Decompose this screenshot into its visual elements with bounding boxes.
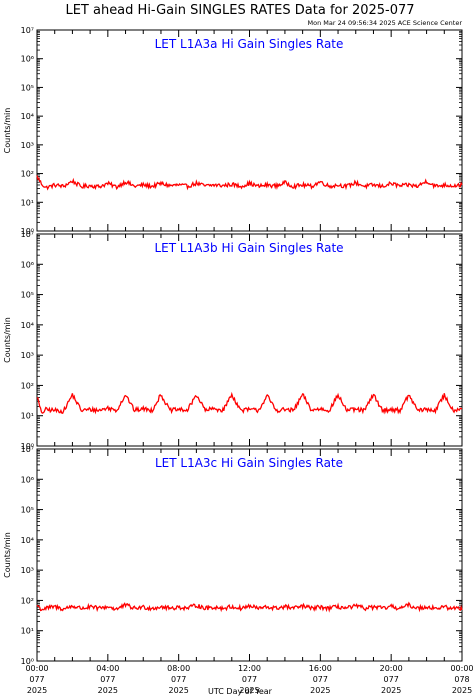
x-tick-label: 077: [100, 675, 115, 684]
y-axis-label: Counts/min: [3, 317, 12, 363]
y-axis-label: Counts/min: [3, 532, 12, 578]
series-line: [36, 391, 463, 415]
x-tick-label: 2025: [381, 686, 401, 695]
y-tick-label: 10¹: [21, 412, 34, 421]
y-tick-label: 10⁰: [21, 657, 34, 666]
y-tick-label: 10³: [21, 351, 34, 360]
x-tick-label: 08:00: [167, 664, 190, 673]
figure-title: LET ahead Hi-Gain SINGLES RATES Data for…: [65, 3, 414, 18]
x-tick-label: 2025: [239, 686, 259, 695]
x-tick-label: 04:00: [96, 664, 119, 673]
y-tick-label: 10⁴: [21, 112, 34, 121]
y-tick-label: 10²: [21, 596, 34, 605]
panel-3: LET L1A3c Hi Gain Singles Rate Counts/min…: [3, 445, 474, 695]
y-tick-label: 10⁵: [21, 291, 34, 300]
y-tick-label: 10⁴: [21, 536, 34, 545]
x-tick-label: 16:00: [309, 664, 332, 673]
y-tick-label: 10¹: [21, 198, 34, 207]
x-tick-label: 078: [454, 675, 469, 684]
panel-1: LET L1A3a Hi Gain Singles Rate Counts/min…: [3, 26, 463, 236]
y-tick-label: 10²: [21, 170, 34, 179]
x-tick-label: 077: [29, 675, 44, 684]
x-tick-label: 2025: [452, 686, 472, 695]
y-tick-label: 10⁵: [21, 506, 34, 515]
y-tick-label: 10³: [21, 566, 34, 575]
y-axis-label: Counts/min: [3, 108, 12, 154]
y-tick-label: 10⁷: [21, 445, 34, 454]
x-tick-label: 12:00: [238, 664, 261, 673]
x-tick-label: 00:00: [25, 664, 48, 673]
y-tick-label: 10²: [21, 381, 34, 390]
y-tick-label: 10⁷: [21, 26, 34, 35]
x-tick-label: 077: [384, 675, 399, 684]
x-tick-label: 077: [242, 675, 257, 684]
x-tick-label: 2025: [310, 686, 330, 695]
x-tick-label: 20:00: [380, 664, 403, 673]
y-tick-label: 10⁰: [21, 442, 34, 451]
y-tick-label: 10⁴: [21, 321, 34, 330]
x-tick-label: 077: [313, 675, 328, 684]
x-tick-label: 2025: [98, 686, 118, 695]
panel-title: LET L1A3b Hi Gain Singles Rate: [154, 241, 343, 255]
panel-title: LET L1A3c Hi Gain Singles Rate: [155, 456, 343, 470]
y-tick-label: 10⁶: [21, 475, 34, 484]
x-tick-label: 2025: [168, 686, 188, 695]
y-tick-label: 10⁶: [21, 260, 34, 269]
panel-title: LET L1A3a Hi Gain Singles Rate: [155, 37, 344, 51]
y-tick-label: 10⁷: [21, 230, 34, 239]
x-tick-label: 00:00: [450, 664, 473, 673]
timestamp: Mon Mar 24 09:56:34 2025 ACE Science Cen…: [308, 19, 463, 27]
y-tick-label: 10⁵: [21, 83, 34, 92]
series-line: [36, 175, 463, 191]
x-tick-label: 2025: [27, 686, 47, 695]
y-tick-label: 10⁰: [21, 227, 34, 236]
x-tick-label: 077: [171, 675, 186, 684]
y-tick-label: 10⁶: [21, 55, 34, 64]
y-tick-label: 10³: [21, 141, 34, 150]
y-tick-label: 10¹: [21, 627, 34, 636]
panel-2: LET L1A3b Hi Gain Singles Rate Counts/min…: [3, 230, 463, 451]
series-line: [36, 601, 463, 613]
x-axis-label: UTC Day of Year: [208, 687, 273, 696]
